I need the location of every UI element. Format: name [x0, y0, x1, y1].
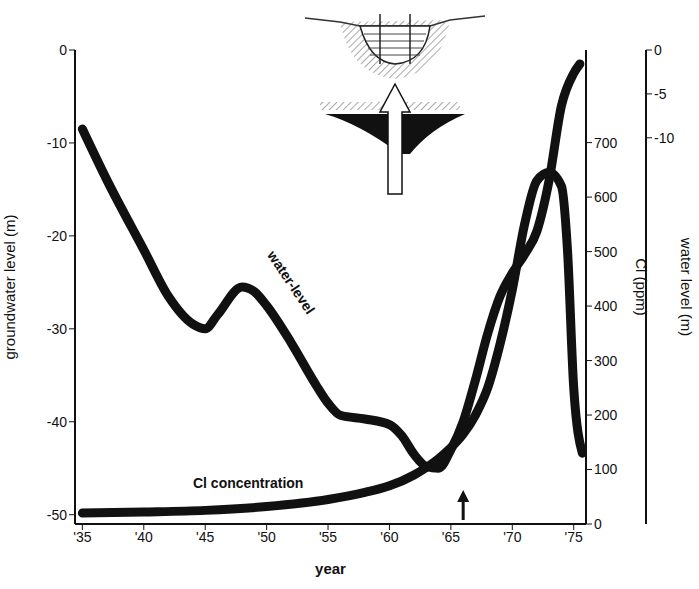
svg-text:-40: -40: [47, 414, 67, 430]
svg-text:'65: '65: [442, 529, 460, 545]
svg-text:year: year: [315, 560, 346, 577]
svg-text:'55: '55: [319, 529, 337, 545]
svg-text:100: 100: [594, 461, 618, 477]
svg-text:-30: -30: [47, 321, 67, 337]
svg-text:500: 500: [594, 244, 618, 260]
svg-text:-10: -10: [654, 130, 674, 146]
svg-text:-50: -50: [47, 507, 67, 523]
svg-text:'70: '70: [503, 529, 521, 545]
svg-text:700: 700: [594, 135, 618, 151]
svg-text:water level (m): water level (m): [678, 237, 695, 336]
svg-text:Cl concentration: Cl concentration: [193, 475, 303, 491]
svg-text:600: 600: [594, 189, 618, 205]
svg-text:200: 200: [594, 407, 618, 423]
svg-text:0: 0: [654, 42, 662, 58]
svg-text:-5: -5: [654, 86, 667, 102]
svg-text:400: 400: [594, 298, 618, 314]
svg-text:300: 300: [594, 353, 618, 369]
svg-text:water-level: water-level: [264, 247, 318, 317]
svg-text:'75: '75: [565, 529, 583, 545]
svg-text:'40: '40: [135, 529, 153, 545]
svg-text:-20: -20: [47, 228, 67, 244]
svg-text:0: 0: [594, 516, 602, 532]
svg-text:groundwater level (m): groundwater level (m): [1, 214, 18, 359]
svg-text:'45: '45: [196, 529, 214, 545]
svg-text:'35: '35: [73, 529, 91, 545]
svg-text:Cl (ppm): Cl (ppm): [633, 258, 650, 316]
svg-text:'60: '60: [380, 529, 398, 545]
svg-text:-10: -10: [47, 135, 67, 151]
svg-text:'50: '50: [258, 529, 276, 545]
svg-text:0: 0: [59, 42, 67, 58]
